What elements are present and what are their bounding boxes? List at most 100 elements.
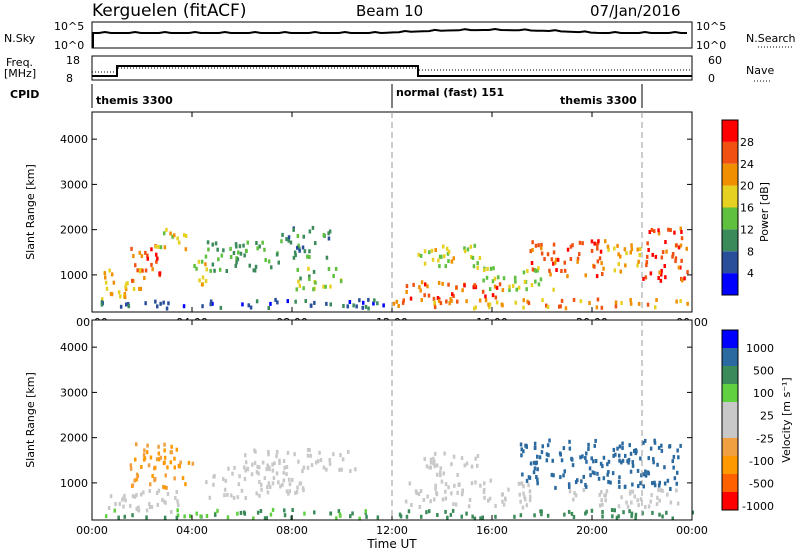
- power-cell: [289, 240, 293, 245]
- velocity-cell: [349, 514, 352, 519]
- power-cell: [132, 287, 136, 291]
- velocity-cell: [663, 465, 666, 470]
- velocity-cell: [131, 494, 135, 499]
- power-cell: [484, 294, 487, 299]
- power-cell: [158, 271, 162, 276]
- velocity-cell: [227, 466, 230, 471]
- power-cell: [204, 262, 207, 267]
- power-cell: [624, 263, 627, 268]
- velocity-cell: [620, 460, 623, 465]
- velocity-ytick-label: 1000: [60, 477, 88, 490]
- power-cell: [616, 243, 619, 248]
- velocity-cell: [651, 510, 654, 515]
- power-cell: [639, 247, 642, 252]
- velocity-cell: [487, 498, 490, 503]
- velocity-colorbar-tick: -500: [749, 477, 774, 490]
- power-cell: [119, 304, 123, 309]
- power-cell: [671, 252, 675, 256]
- velocity-cell: [644, 473, 648, 478]
- power-cell: [292, 227, 295, 232]
- velocity-cell: [286, 450, 290, 455]
- power-cell: [531, 248, 534, 252]
- power-colorbar-label: Power [dB]: [758, 182, 771, 242]
- power-cell: [373, 298, 376, 303]
- velocity-cell: [176, 513, 180, 518]
- velocity-cell: [436, 513, 439, 517]
- power-cell: [488, 305, 491, 310]
- power-cell: [452, 256, 455, 261]
- velocity-cell: [256, 510, 260, 515]
- power-cell: [419, 288, 422, 293]
- power-cell: [112, 280, 116, 285]
- velocity-cell: [293, 452, 296, 457]
- power-cell: [491, 293, 495, 298]
- velocity-cell: [520, 447, 523, 452]
- velocity-cell: [522, 449, 525, 454]
- power-cell: [514, 279, 517, 284]
- power-cell: [554, 257, 558, 262]
- velocity-cell: [606, 472, 609, 477]
- power-cell: [324, 284, 327, 289]
- velocity-cell: [169, 460, 173, 465]
- power-cell: [218, 267, 222, 272]
- power-cell: [104, 275, 107, 280]
- power-colorbar-segment: [722, 251, 738, 274]
- velocity-cell: [560, 458, 564, 463]
- velocity-cell: [633, 494, 636, 499]
- velocity-cell: [187, 460, 191, 465]
- power-cell: [657, 276, 660, 280]
- velocity-cell: [123, 514, 126, 519]
- velocity-cell: [653, 483, 657, 488]
- power-colorbar-segment: [722, 163, 738, 186]
- velocity-cell: [148, 505, 152, 509]
- velocity-cell: [252, 516, 255, 521]
- velocity-cell: [157, 457, 161, 462]
- velocity-colorbar-frame: [721, 329, 739, 511]
- velocity-cell: [653, 438, 656, 443]
- velocity-cell: [166, 492, 170, 496]
- velocity-cell: [268, 485, 272, 489]
- power-cell: [511, 284, 515, 288]
- power-cell: [256, 246, 259, 251]
- velocity-cell: [288, 482, 292, 487]
- power-cell: [522, 270, 526, 275]
- velocity-xtick-label: 08:00: [276, 524, 308, 537]
- velocity-cell: [183, 514, 186, 519]
- velocity-cell: [671, 459, 674, 464]
- power-cell: [104, 280, 108, 285]
- power-cell: [637, 301, 641, 306]
- velocity-cell: [285, 465, 289, 469]
- velocity-cell: [189, 514, 192, 519]
- velocity-ytick-label: 4000: [60, 341, 88, 354]
- power-cell: [537, 243, 540, 248]
- power-cell: [590, 248, 594, 253]
- power-cell: [473, 306, 476, 311]
- velocity-cell: [513, 514, 516, 519]
- velocity-cell: [644, 469, 647, 474]
- power-cell: [686, 270, 689, 275]
- velocity-cell: [233, 465, 236, 470]
- power-ylabel: Slant Range [km]: [24, 164, 37, 260]
- power-cell: [213, 268, 216, 273]
- velocity-cell: [454, 502, 458, 507]
- power-cell: [132, 254, 135, 259]
- power-cell: [667, 227, 670, 232]
- power-cell: [596, 259, 600, 264]
- velocity-colorbar-label: Velocity [m s⁻¹]: [780, 377, 793, 462]
- power-cell: [552, 250, 556, 255]
- velocity-cell: [581, 454, 584, 459]
- power-cell: [412, 282, 415, 287]
- power-cell: [123, 295, 127, 300]
- velocity-cell: [429, 457, 433, 462]
- power-cell: [209, 268, 212, 273]
- power-cell: [242, 243, 245, 248]
- power-cell: [184, 234, 188, 238]
- power-cell: [219, 305, 223, 310]
- velocity-cell: [279, 484, 282, 489]
- freq-series-line: [92, 65, 692, 77]
- power-cell: [361, 305, 364, 310]
- velocity-cell: [594, 438, 597, 443]
- velocity-cell: [265, 467, 268, 472]
- velocity-cell: [442, 471, 445, 476]
